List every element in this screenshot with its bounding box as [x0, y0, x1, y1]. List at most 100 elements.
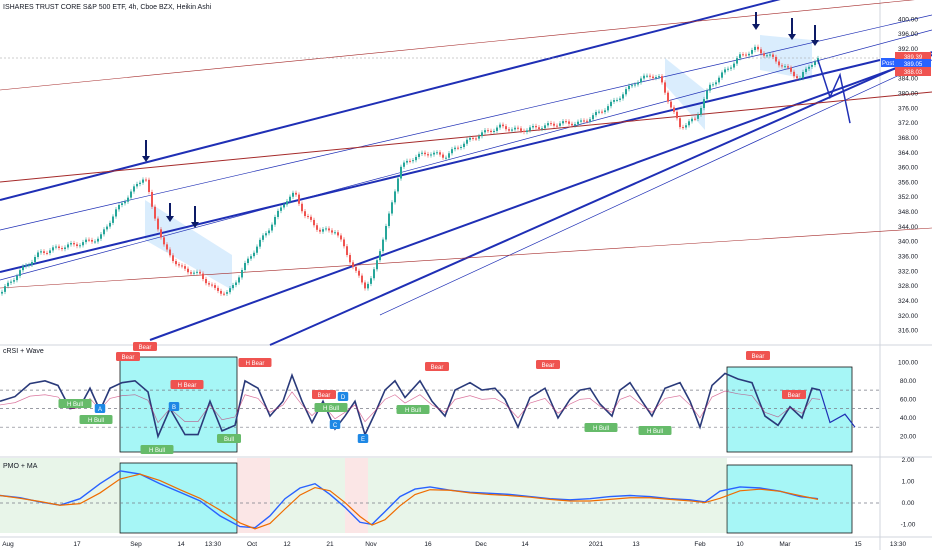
trend-line	[0, 227, 932, 289]
signal-badge	[168, 402, 180, 411]
candle-body	[235, 282, 237, 286]
signal-badge-text: B	[172, 405, 176, 411]
price-tick-label: 352.00	[898, 194, 918, 201]
candle-body	[409, 160, 411, 162]
crsi-ma-line	[0, 390, 821, 424]
candle-body	[229, 288, 231, 293]
candle-body	[628, 85, 630, 90]
correction-channel	[665, 58, 705, 130]
candle-body	[619, 98, 621, 100]
signal-badge-text: H Bull	[149, 448, 165, 454]
candle-body	[292, 192, 294, 197]
candle-body	[661, 76, 663, 83]
candle-body	[163, 237, 165, 245]
price-tick-label: 328.00	[898, 283, 918, 290]
signal-badge	[782, 390, 806, 399]
candle-body	[214, 285, 216, 288]
candle-body	[247, 258, 249, 263]
pmo-tick-label: 0.00	[902, 500, 915, 507]
candle-body	[703, 99, 705, 109]
candle-body	[16, 275, 18, 281]
candle-body	[184, 266, 186, 269]
candle-body	[106, 226, 108, 230]
price-tick-label: 324.00	[898, 298, 918, 305]
time-tick-label: 13:30	[890, 541, 907, 548]
candle-body	[778, 61, 780, 66]
candle-body	[298, 194, 300, 204]
candle-body	[70, 243, 72, 245]
crsi-line	[0, 372, 821, 440]
candle-body	[19, 270, 21, 276]
candle-body	[178, 264, 180, 266]
candle-body	[769, 54, 771, 56]
candle-body	[13, 280, 15, 282]
candle-body	[520, 128, 522, 131]
candle-body	[565, 121, 567, 123]
candle-body	[211, 284, 213, 286]
time-tick-label: 21	[326, 541, 334, 548]
signal-badge	[170, 380, 204, 389]
candle-body	[493, 130, 495, 133]
candle-body	[310, 216, 312, 220]
candle-body	[688, 121, 690, 126]
candle-body	[319, 229, 321, 232]
signal-badge-text: Bear	[431, 365, 444, 371]
candle-body	[637, 82, 639, 85]
candle-body	[7, 282, 9, 287]
price-tick-label: 356.00	[898, 179, 918, 186]
candle-body	[535, 125, 537, 128]
candle-body	[196, 271, 198, 273]
candle-body	[802, 72, 804, 79]
candle-body	[61, 248, 63, 250]
signal-badge-text: Bear	[788, 393, 801, 399]
candle-body	[346, 246, 348, 256]
candle-body	[97, 238, 99, 242]
price-badge	[895, 67, 931, 76]
candle-body	[94, 241, 96, 243]
down-arrow-head	[166, 216, 174, 222]
candle-body	[814, 61, 816, 66]
signal-badge	[746, 351, 770, 360]
candle-body	[277, 210, 279, 217]
down-arrow-head	[191, 222, 199, 228]
pmo-band	[237, 458, 270, 533]
candle-body	[745, 54, 747, 56]
candle-body	[808, 66, 810, 69]
down-arrow-head	[142, 156, 150, 162]
time-tick-label: Dec	[475, 541, 487, 548]
candle-body	[316, 225, 318, 230]
candle-body	[364, 282, 366, 289]
signal-badge	[536, 360, 560, 369]
candle-body	[67, 244, 69, 248]
pmo-tick-label: 1.00	[902, 479, 915, 486]
candle-body	[253, 252, 255, 257]
candle-body	[181, 265, 183, 267]
candle-body	[205, 279, 207, 284]
candle-body	[556, 125, 558, 127]
candle-body	[223, 293, 225, 295]
candle-body	[289, 196, 291, 202]
correction-channel	[760, 35, 812, 80]
time-tick-label: 14	[521, 541, 529, 548]
candle-body	[55, 246, 57, 248]
candle-body	[226, 292, 228, 294]
candle-body	[256, 246, 258, 253]
candle-body	[148, 179, 150, 193]
correction-channel	[145, 200, 232, 290]
candle-body	[805, 68, 807, 73]
pmo-line	[0, 470, 819, 529]
candle-body	[589, 119, 591, 122]
price-tick-label: 384.00	[898, 76, 918, 83]
crsi-tick-label: 80.00	[900, 378, 917, 385]
signal-badge	[312, 390, 336, 399]
signal-badge	[133, 342, 157, 351]
time-tick-label: 17	[73, 541, 81, 548]
candle-body	[433, 152, 435, 155]
signal-badge	[79, 415, 113, 424]
candle-body	[139, 182, 141, 184]
candle-body	[85, 239, 87, 243]
candle-body	[673, 107, 675, 112]
candle-body	[730, 67, 732, 69]
candle-body	[79, 245, 81, 247]
